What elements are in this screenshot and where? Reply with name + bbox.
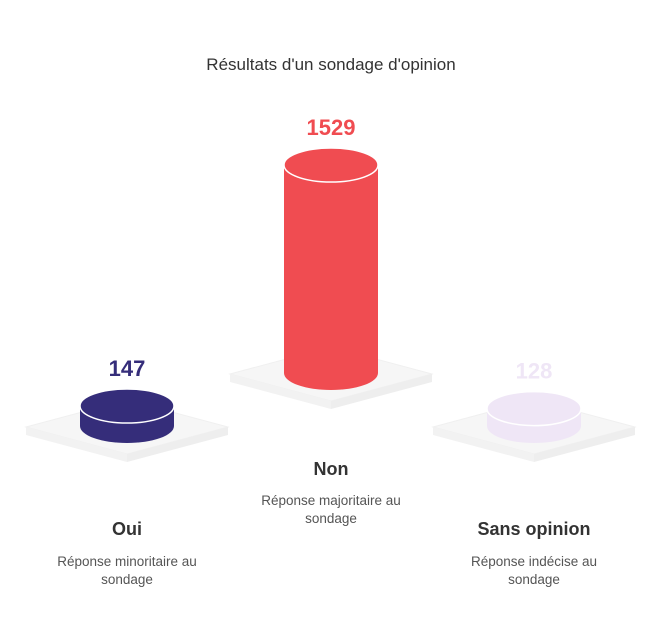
platform-right-non [331, 374, 432, 409]
description-non-line-2: sondage [305, 511, 357, 526]
category-label-sans-opinion: Sans opinion [477, 519, 590, 539]
description-oui-line-2: sondage [101, 572, 153, 587]
labels: 147 Oui Réponse minoritaire au sondage 1529 N… [57, 115, 597, 587]
category-label-non: Non [314, 459, 349, 479]
bar-sans-opinion [486, 390, 582, 443]
bar-top-oui [79, 388, 175, 424]
value-label-non: 1529 [307, 115, 356, 140]
bar-non [283, 147, 379, 390]
platform-left-oui [26, 427, 127, 462]
platform-left-non [230, 374, 331, 409]
description-sans-opinion-line-2: sondage [508, 572, 560, 587]
bars [79, 147, 582, 443]
platform-left-sans-opinion [433, 427, 534, 462]
description-non-line-1: Réponse majoritaire au [261, 493, 401, 508]
platform-right-oui [127, 427, 228, 462]
category-label-oui: Oui [112, 519, 142, 539]
bar-top-non [283, 147, 379, 183]
description-oui-line-1: Réponse minoritaire au [57, 554, 197, 569]
bar-top-sans-opinion [486, 390, 582, 427]
platform-right-sans-opinion [534, 427, 635, 462]
value-label-oui: 147 [109, 356, 146, 381]
value-label-sans-opinion: 128 [516, 359, 553, 384]
bar-oui [79, 388, 175, 443]
description-sans-opinion-line-1: Réponse indécise au [471, 554, 597, 569]
platforms [24, 346, 637, 462]
chart-title: Résultats d'un sondage d'opinion [206, 55, 455, 74]
bar-body-non [284, 165, 378, 390]
